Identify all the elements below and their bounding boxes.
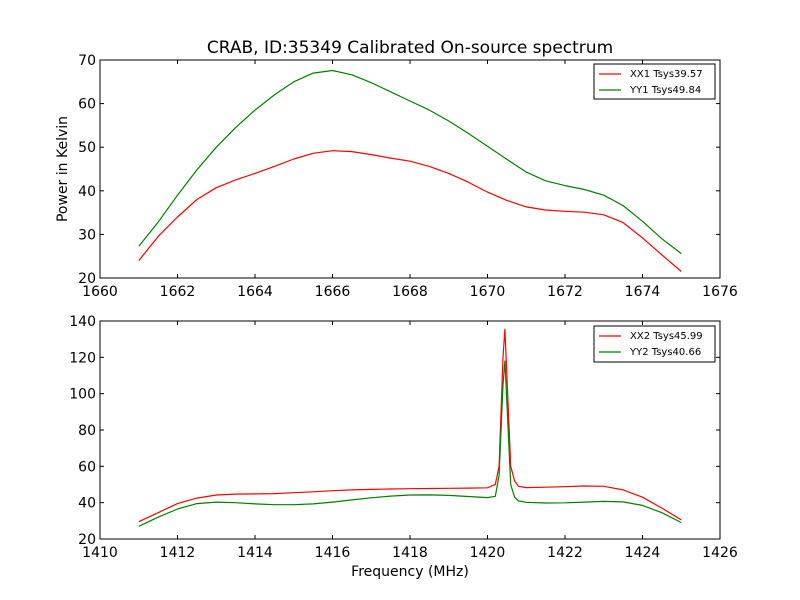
bottom-series-line-xx2 (138, 328, 682, 523)
bottom-x-tick-label: 1416 (315, 545, 351, 561)
bottom-x-axis-label: Frequency (MHz) (351, 564, 469, 580)
top-y-tick-label: 70 (78, 53, 96, 69)
bottom-y-tick-label: 60 (78, 459, 96, 475)
top-x-tick-label: 1660 (82, 284, 118, 300)
top-series-line-xx1 (138, 150, 682, 272)
bottom-y-tick-label: 140 (69, 314, 96, 330)
top-x-tick-label: 1672 (547, 284, 583, 300)
top-y-tick-label: 50 (78, 140, 96, 156)
bottom-y-tick-label: 40 (78, 496, 96, 512)
bottom-plot-frame (99, 320, 721, 540)
bottom-plot-series-lines (138, 328, 682, 527)
top-x-tick-label: 1664 (237, 284, 273, 300)
top-legend-label-xx1: XX1 Tsys39.57 (630, 69, 703, 80)
top-x-tick-label: 1668 (392, 284, 428, 300)
bottom-plot-ticks: 1410 1412 1414 1416 1418 1420 1422 1424 1426 20 40… (69, 314, 738, 561)
bottom-x-tick-label: 1418 (392, 545, 428, 561)
bottom-legend-box (593, 325, 716, 363)
top-plot: 1660 1662 1664 1666 1668 1670 1672 1674 1676 20 30… (55, 53, 738, 300)
top-x-tick-label: 1676 (702, 284, 738, 300)
bottom-x-tick-label: 1414 (237, 545, 273, 561)
top-x-tick-label: 1662 (160, 284, 196, 300)
top-plot-series-lines (138, 69, 682, 272)
top-legend-box (593, 63, 716, 100)
top-x-tick-label: 1666 (315, 284, 351, 300)
top-x-tick-label: 1670 (470, 284, 506, 300)
top-legend: XX1 Tsys39.57 YY1 Tsys49.84 (593, 63, 716, 100)
top-y-tick-label: 60 (78, 97, 96, 113)
bottom-x-tick-label: 1426 (702, 545, 738, 561)
bottom-plot: 1410 1412 1414 1416 1418 1420 1422 1424 1426 20 40… (69, 314, 738, 580)
bottom-x-tick-label: 1410 (82, 545, 118, 561)
bottom-series-line-yy2 (138, 360, 682, 527)
bottom-legend-label-yy2: YY2 Tsys40.66 (629, 347, 701, 358)
bottom-x-tick-label: 1412 (160, 545, 196, 561)
bottom-y-tick-label: 80 (78, 423, 96, 439)
top-y-tick-label: 30 (78, 227, 96, 243)
bottom-y-tick-label: 20 (78, 532, 96, 548)
top-plot-frame (99, 59, 721, 279)
bottom-legend: XX2 Tsys45.99 YY2 Tsys40.66 (593, 325, 716, 363)
bottom-y-tick-label: 100 (69, 387, 96, 403)
top-y-axis-label: Power in Kelvin (55, 116, 71, 222)
top-x-tick-label: 1674 (625, 284, 661, 300)
bottom-legend-label-xx2: XX2 Tsys45.99 (630, 331, 703, 342)
top-series-line-yy1 (138, 69, 682, 255)
bottom-x-tick-label: 1420 (470, 545, 506, 561)
top-y-tick-label: 40 (78, 184, 96, 200)
bottom-y-tick-label: 120 (69, 350, 96, 366)
chart-title: CRAB, ID:35349 Calibrated On-source spec… (207, 38, 613, 58)
bottom-x-tick-label: 1424 (625, 545, 661, 561)
top-y-tick-label: 20 (78, 271, 96, 287)
top-legend-label-yy1: YY1 Tsys49.84 (629, 85, 701, 96)
bottom-x-tick-label: 1422 (547, 545, 583, 561)
top-plot-ticks: 1660 1662 1664 1666 1668 1670 1672 1674 1676 20 30… (78, 53, 738, 300)
